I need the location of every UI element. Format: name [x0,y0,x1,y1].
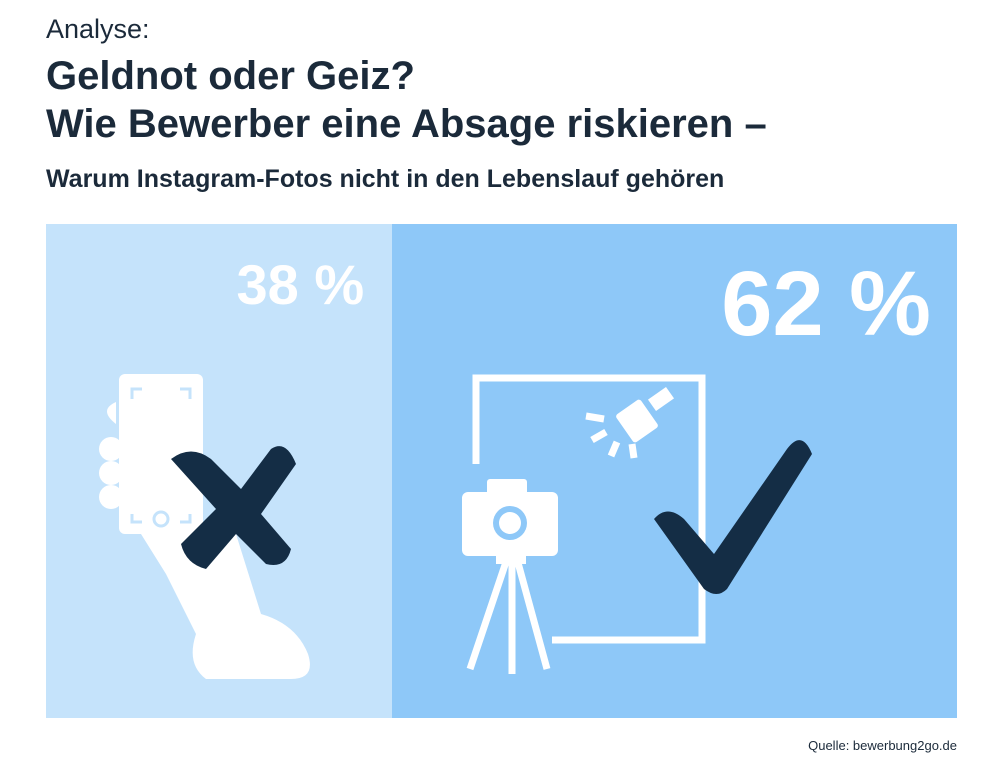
split-bar-chart: 38 % 62 % [46,224,957,718]
subtitle: Warum Instagram-Fotos nicht in den Leben… [46,165,725,193]
check-mark-icon [654,440,813,594]
data-label-62: 62 % [721,253,931,355]
kicker: Analyse: [46,14,150,44]
data-label-38: 38 % [236,253,365,316]
bar-segment-professional: 62 % [392,224,957,718]
title-line-1: Geldnot oder Geiz? [46,54,415,98]
page-title: Geldnot oder Geiz? Wie Bewerber eine Absa… [46,52,767,148]
x-mark-icon [171,446,296,569]
title-line-2: Wie Bewerber eine Absage riskieren – [46,102,767,146]
phone-in-hand-icon [99,374,310,679]
photo-studio-icon [462,374,813,674]
bar-segment-instagram: 38 % [46,224,393,718]
source-note: Quelle: bewerbung2go.de [808,738,957,753]
